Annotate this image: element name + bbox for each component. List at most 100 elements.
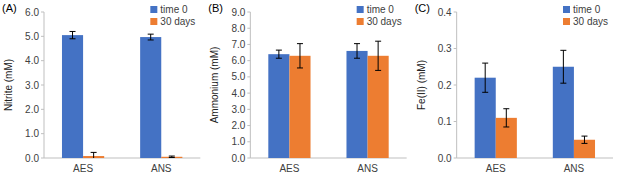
error-cap [375, 70, 381, 71]
bar [346, 51, 367, 158]
error-stem [506, 109, 507, 127]
error-bar [297, 44, 303, 68]
tick-label: 6.0 [25, 7, 39, 18]
error-cap [560, 83, 566, 84]
error-bar [354, 44, 360, 59]
tick-label: 1.0 [231, 136, 245, 147]
error-bar [560, 50, 566, 83]
tick-label: 4.0 [25, 55, 39, 66]
tick-label: 0.0 [438, 153, 452, 164]
tick-label: 5.0 [25, 31, 39, 42]
error-bar [375, 41, 381, 70]
y-axis-label: Fe(II) (mM) [416, 60, 427, 110]
error-bar [148, 34, 154, 40]
bar [289, 56, 310, 158]
tick-label: 6.0 [231, 55, 245, 66]
y-axis [44, 12, 45, 158]
tick-label: 2.0 [231, 120, 245, 131]
legend-label: time 0 [160, 4, 188, 15]
marks [475, 50, 595, 158]
error-bar [169, 156, 175, 157]
panel-title: (C) [415, 2, 430, 14]
category-label: ANS [357, 163, 378, 174]
panel-title: (A) [2, 2, 17, 14]
error-cap [482, 63, 488, 64]
tick-label: 3.0 [231, 104, 245, 115]
tick-label: 0.4 [438, 7, 452, 18]
tick-label: 0.0 [231, 153, 245, 164]
tick-label: 4.0 [231, 88, 245, 99]
error-stem [72, 31, 73, 38]
legend-swatch [563, 18, 570, 25]
error-cap [581, 143, 587, 144]
legend-label: 30 days [367, 16, 402, 27]
error-bar [70, 31, 76, 38]
category-label: AES [73, 163, 93, 174]
tick-label: 7.0 [231, 39, 245, 50]
error-bar [276, 50, 282, 58]
error-stem [563, 50, 564, 83]
error-cap [148, 39, 154, 40]
error-cap [276, 50, 282, 51]
error-cap [354, 58, 360, 59]
error-cap [375, 41, 381, 42]
error-cap [503, 126, 509, 127]
error-bar [503, 109, 509, 127]
legend-swatch [563, 6, 570, 13]
error-bar [482, 63, 488, 92]
error-stem [584, 136, 585, 143]
error-cap [70, 38, 76, 39]
legend: time 030 days [563, 4, 608, 27]
y-axis-label: Ammonium (mM) [209, 47, 220, 124]
bar [161, 157, 182, 158]
error-cap [70, 31, 76, 32]
error-cap [169, 156, 175, 157]
panel: (C)Fe(II) (mM)0.00.10.20.30.4AESANStime … [415, 2, 613, 174]
tick-label: 1.0 [25, 128, 39, 139]
panel: (A)Nitrite (mM)0.01.02.03.04.05.06.0AESA… [2, 2, 200, 174]
legend: time 030 days [150, 4, 195, 27]
category-label: ANS [151, 163, 172, 174]
legend-swatch [150, 18, 157, 25]
error-stem [485, 63, 486, 92]
bar [268, 54, 289, 158]
error-cap [297, 67, 303, 68]
legend-label: 30 days [573, 16, 608, 27]
category-label: AES [486, 163, 506, 174]
y-axis [250, 12, 251, 158]
legend: time 030 days [357, 4, 402, 27]
error-stem [150, 34, 151, 40]
tick-label: 8.0 [231, 23, 245, 34]
error-cap [169, 157, 175, 158]
bar [140, 37, 161, 158]
error-cap [297, 43, 303, 44]
error-stem [299, 44, 300, 68]
error-stem [93, 152, 94, 158]
error-stem [378, 41, 379, 70]
legend-swatch [150, 6, 157, 13]
tick-label: 0.2 [438, 80, 452, 91]
error-cap [503, 108, 509, 109]
panel: (B)Ammonium (mM)0.01.02.03.04.05.06.07.0… [208, 2, 406, 174]
tick-label: 0.0 [25, 153, 39, 164]
bar [368, 56, 389, 158]
bar [62, 35, 83, 158]
y-axis-label: Nitrite (mM) [3, 59, 14, 111]
error-cap [354, 43, 360, 44]
y-axis [456, 12, 457, 158]
category-label: ANS [564, 163, 585, 174]
error-cap [148, 34, 154, 35]
error-stem [357, 44, 358, 59]
category-label: AES [279, 163, 299, 174]
error-stem [278, 50, 279, 58]
legend-label: time 0 [573, 4, 601, 15]
legend-label: time 0 [367, 4, 395, 15]
marks [268, 41, 388, 158]
tick-label: 2.0 [25, 104, 39, 115]
tick-label: 9.0 [231, 7, 245, 18]
panel-title: (B) [208, 2, 223, 14]
error-bar [581, 136, 587, 143]
legend-label: 30 days [160, 16, 195, 27]
error-cap [482, 92, 488, 93]
tick-label: 0.1 [438, 116, 452, 127]
